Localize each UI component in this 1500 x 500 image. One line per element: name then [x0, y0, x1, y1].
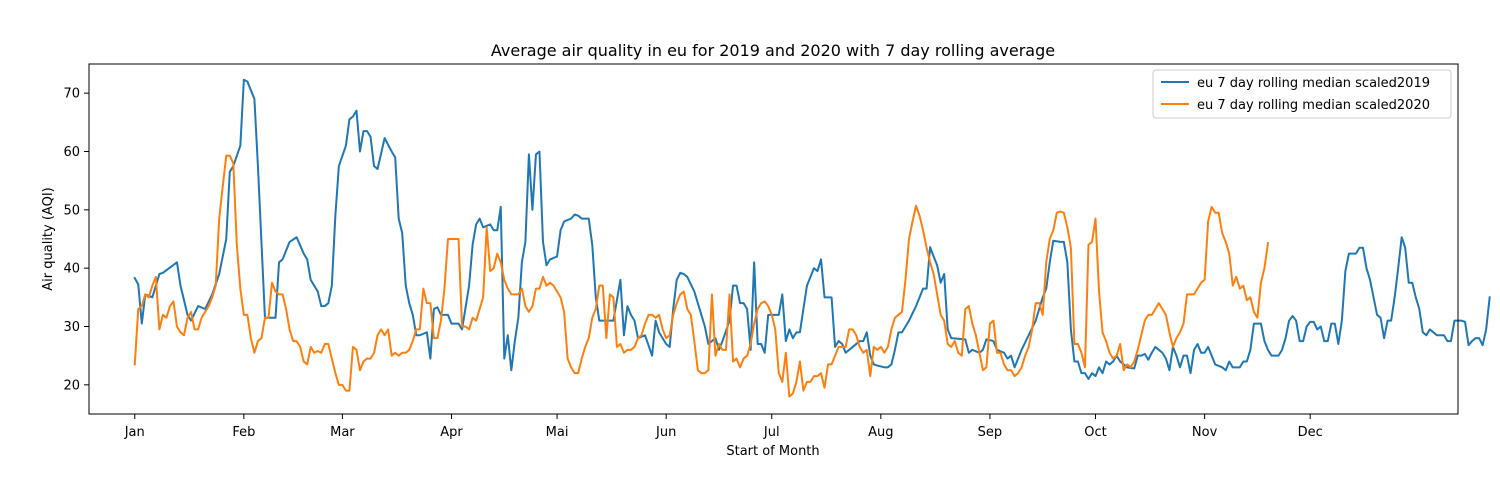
y-axis-label: Air quality (AQI): [41, 187, 56, 290]
chart-title: Average air quality in eu for 2019 and 2…: [491, 41, 1055, 60]
series-line-2019: [133, 78, 1491, 380]
x-tick-label-apr: Apr: [440, 425, 463, 440]
x-tick-label-dec: Dec: [1298, 425, 1323, 440]
plot-frame: [88, 63, 1459, 415]
legend-label-2019: eu 7 day rolling median scaled2019: [1197, 76, 1430, 91]
x-tick-label-jul: Jul: [763, 425, 780, 440]
y-tick-label-50: 50: [63, 203, 80, 218]
x-tick-label-mai: Mai: [546, 425, 569, 440]
y-tick-label-60: 60: [63, 145, 80, 160]
legend: eu 7 day rolling median scaled2019 eu 7 …: [1152, 69, 1452, 119]
x-tick-label-jun: Jun: [655, 425, 676, 440]
series-line-2020: [133, 154, 1270, 398]
y-axis: 20 30 40 50 60 70: [63, 87, 89, 393]
x-tick-label-mar: Mar: [330, 425, 355, 440]
y-tick-label-70: 70: [63, 87, 80, 102]
x-tick-label-sep: Sep: [978, 425, 1003, 440]
x-tick-label-feb: Feb: [232, 425, 255, 440]
x-tick-label-aug: Aug: [868, 425, 893, 440]
y-tick-label-30: 30: [63, 320, 80, 335]
series-layer: [133, 78, 1491, 398]
x-tick-label-oct: Oct: [1084, 425, 1106, 440]
x-tick-label-nov: Nov: [1192, 425, 1218, 440]
x-axis: Jan Feb Mar Apr Mai Jun Jul Aug Sep Oct Nov Dec: [124, 414, 1323, 440]
y-tick-label-40: 40: [63, 262, 80, 277]
legend-box: [1152, 69, 1452, 119]
x-axis-label: Start of Month: [726, 444, 819, 459]
legend-label-2020: eu 7 day rolling median scaled2020: [1197, 98, 1430, 113]
x-tick-label-jan: Jan: [124, 425, 145, 440]
y-tick-label-20: 20: [63, 378, 80, 393]
